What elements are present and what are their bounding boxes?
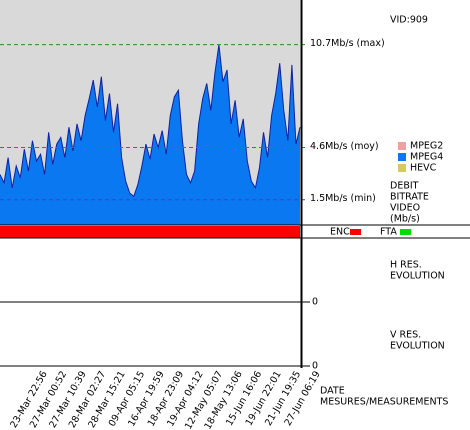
legend-swatch <box>398 164 406 172</box>
enc-swatch <box>350 229 361 235</box>
reference-label: 10.7Mb/s (max) <box>310 38 385 49</box>
y-title: (Mb/s) <box>390 214 420 225</box>
legend-label: HEVC <box>410 163 437 174</box>
legend-swatch <box>398 153 406 161</box>
panel-tick: 0 <box>312 361 318 372</box>
fta-label: FTA <box>380 227 397 238</box>
panel-title: EVOLUTION <box>390 271 445 282</box>
area-outline <box>0 44 301 198</box>
x-title: DATE <box>320 386 345 397</box>
fta-swatch <box>400 229 411 235</box>
reference-label: 4.6Mb/s (moy) <box>310 141 379 152</box>
y-title: VIDEO <box>390 203 420 214</box>
x-title: MESURES/MEASUREMENTS <box>320 397 448 408</box>
legend-label: MPEG4 <box>410 152 443 163</box>
y-title: BITRATE <box>390 192 429 203</box>
legend-swatch <box>398 142 406 150</box>
legend-label: MPEG2 <box>410 141 443 152</box>
panel-title: EVOLUTION <box>390 341 445 352</box>
panel-title: V RES. <box>390 330 421 341</box>
vid: VID:909 <box>390 15 428 26</box>
enc-label: ENC <box>330 227 350 238</box>
panel-title: H RES. <box>390 260 422 271</box>
y-title: DEBIT <box>390 181 419 192</box>
area <box>0 44 300 226</box>
panel-tick: 0 <box>312 297 318 308</box>
reference-label: 1.5Mb/s (min) <box>310 193 376 204</box>
enc-strip <box>0 226 300 238</box>
